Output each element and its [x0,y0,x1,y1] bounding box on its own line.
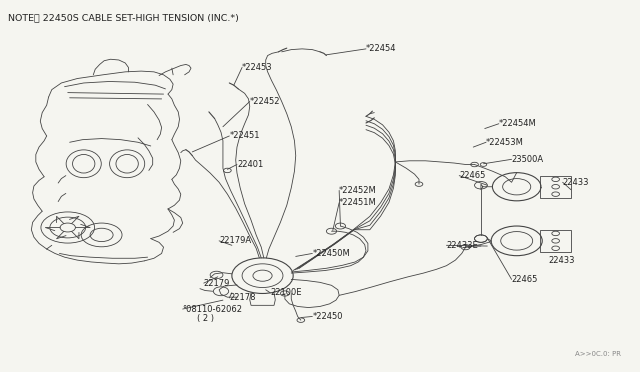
Text: *22451M: *22451M [339,198,377,207]
Text: 22179A: 22179A [219,236,252,246]
Text: 22433: 22433 [548,256,575,265]
Text: 22465: 22465 [511,275,538,284]
Text: 22178: 22178 [229,294,256,302]
Text: 22100E: 22100E [270,288,301,297]
Text: 22433E: 22433E [447,241,478,250]
Text: 22401: 22401 [237,160,263,169]
Text: °08110-62062: °08110-62062 [182,305,243,314]
Text: *22453: *22453 [242,63,273,72]
Text: 22179: 22179 [204,279,230,288]
Text: 22465: 22465 [460,171,486,180]
Text: *22450M: *22450M [312,249,350,258]
Text: A>>0C.0: PR: A>>0C.0: PR [575,351,621,357]
Text: 22433: 22433 [563,178,589,187]
Text: *22452M: *22452M [339,186,377,195]
Text: *22452: *22452 [250,97,280,106]
Text: *22453M: *22453M [486,138,524,147]
Text: *22454M: *22454M [499,119,536,128]
Text: *22454: *22454 [366,44,396,53]
Text: ( 2 ): ( 2 ) [197,314,214,323]
Text: *22450: *22450 [312,312,343,321]
Text: NOTE〉 22450S CABLE SET-HIGH TENSION (INC.*): NOTE〉 22450S CABLE SET-HIGH TENSION (INC… [8,14,239,23]
Text: 23500A: 23500A [511,155,544,164]
Text: *22451: *22451 [229,131,260,141]
